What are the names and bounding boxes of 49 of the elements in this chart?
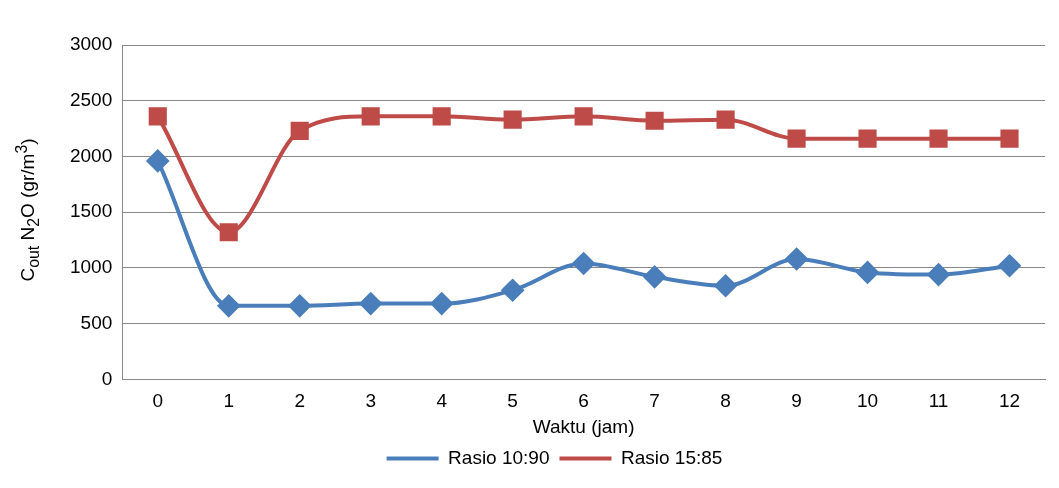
y-tick-label: 2500	[69, 88, 113, 110]
point	[643, 265, 666, 288]
x-tick-label: 3	[365, 390, 376, 412]
point	[361, 107, 380, 126]
point	[714, 274, 737, 297]
x-tick-label: 4	[436, 390, 448, 412]
point	[217, 294, 240, 317]
x-tick-label: 2	[294, 390, 306, 412]
point	[503, 110, 522, 129]
point	[290, 121, 309, 140]
y-tick-label: 1500	[69, 200, 113, 222]
point	[998, 254, 1021, 277]
point	[785, 248, 808, 271]
x-tick-label: 8	[720, 390, 731, 412]
point	[432, 107, 451, 126]
point	[856, 261, 879, 284]
point	[219, 223, 238, 242]
point	[501, 279, 524, 302]
point	[148, 107, 167, 126]
point	[716, 110, 735, 129]
point	[288, 294, 311, 317]
x-axis-title: Waktu (jam)	[532, 415, 635, 437]
point	[359, 292, 382, 315]
legend-label: Rasio 15:85	[621, 446, 723, 468]
point	[1000, 129, 1019, 148]
x-tick-label: 0	[152, 390, 164, 412]
point	[645, 111, 664, 130]
point	[927, 263, 950, 286]
x-tick-label: 1	[223, 390, 235, 412]
point	[572, 252, 595, 275]
x-tick-label: 9	[791, 390, 802, 412]
y-tick-label: 1000	[69, 256, 113, 278]
y-tick-label: 0	[101, 367, 113, 389]
x-tick-label: 7	[649, 390, 660, 412]
y-tick-label: 3000	[69, 33, 113, 55]
x-tick-label: 10	[856, 390, 879, 412]
legend-label: Rasio 10:90	[448, 446, 550, 468]
y-tick-label: 2000	[69, 144, 113, 166]
x-tick-label: 5	[507, 390, 518, 412]
x-tick-label: 11	[928, 390, 949, 412]
y-tick-label: 500	[80, 311, 113, 333]
x-tick-label: 12	[998, 390, 1021, 412]
point	[787, 129, 806, 148]
point	[574, 107, 593, 126]
x-tick-label: 6	[578, 390, 589, 412]
point	[929, 129, 948, 148]
point	[146, 149, 169, 172]
point	[858, 129, 877, 148]
point	[430, 292, 453, 315]
